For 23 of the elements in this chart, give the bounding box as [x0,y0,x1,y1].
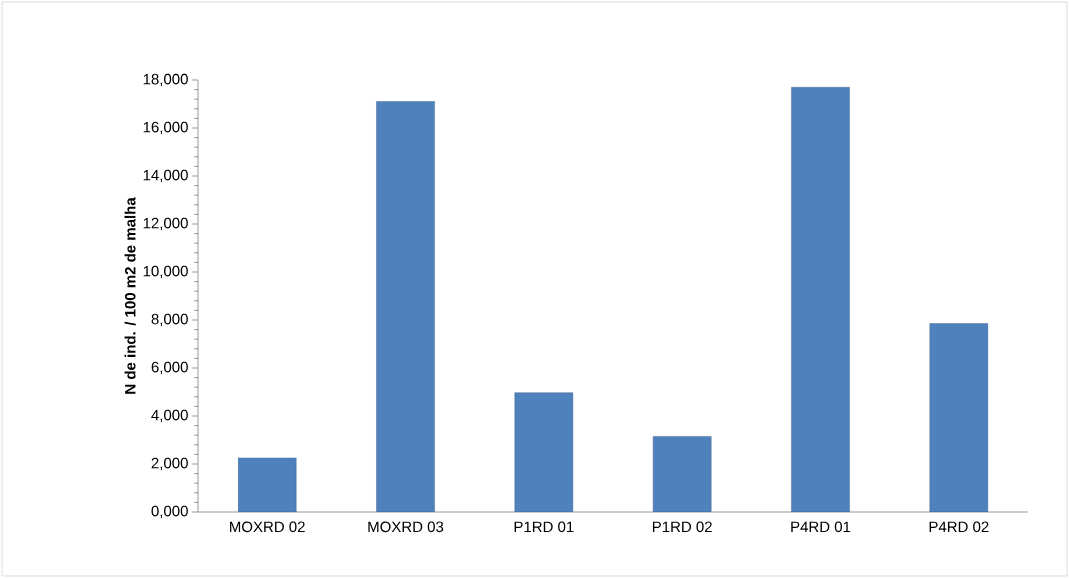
y-tick-label: 16,000 [143,121,188,135]
bar [514,392,574,512]
y-tick-label: 4,000 [151,409,188,423]
y-tick-label: 6,000 [151,361,188,375]
x-tick-label: P1RD 02 [652,521,712,533]
y-tick-label: 8,000 [151,313,188,327]
bar [376,101,435,512]
x-tick-label: P4RD 01 [791,521,851,533]
y-tick-label: 10,000 [143,265,188,279]
y-tick-label: 14,000 [143,169,188,183]
y-tick-label: 2,000 [151,457,188,471]
y-axis-title: N de ind. / 100 m2 de malha [124,197,136,394]
x-tick-label: MOXRD 02 [230,521,305,533]
x-tick-label: P1RD 01 [514,521,574,533]
bar [791,86,850,512]
x-tick-label: MOXRD 03 [368,521,444,533]
bar [929,323,989,512]
y-tick-label: 0,000 [151,505,188,519]
bar [237,457,297,512]
x-tick-label: P4RD 02 [929,521,989,533]
bar [652,436,712,512]
y-tick-label: 18,000 [143,73,188,87]
y-tick-label: 12,000 [143,217,188,231]
